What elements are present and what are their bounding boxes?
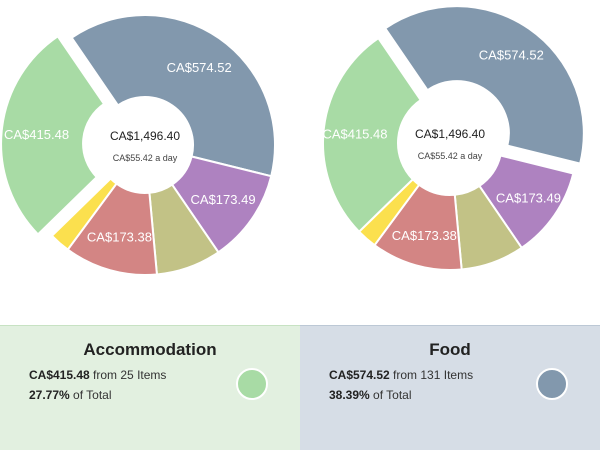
donut-slice-accommodation[interactable] xyxy=(322,36,423,234)
slice-label: CA$574.52 xyxy=(167,60,232,75)
panel-items-text: from 131 Items xyxy=(389,368,474,382)
slice-label: CA$173.38 xyxy=(87,230,152,245)
category-color-swatch xyxy=(236,368,268,400)
donut-chart-left[interactable]: CA$574.52 CA$173.49 CA$173.38 CA$415.48 CA$1… xyxy=(0,14,276,276)
donut-chart-right[interactable]: CA$574.52 CA$173.49 CA$173.38 CA$415.48 CA$1… xyxy=(322,5,585,271)
slice-label: CA$415.48 xyxy=(322,127,387,142)
center-per-day: CA$55.42 a day xyxy=(418,151,483,161)
donut-center xyxy=(98,98,192,192)
slice-label: CA$173.49 xyxy=(191,192,256,207)
donut-slice-food[interactable] xyxy=(383,5,585,165)
donut-slice-category-4[interactable] xyxy=(50,177,118,251)
panel-title: Accommodation xyxy=(83,340,217,359)
panel-amount: CA$415.48 xyxy=(29,368,90,382)
slice-label: CA$173.49 xyxy=(496,190,561,205)
donut-charts: CA$574.52 CA$173.49 CA$173.38 CA$415.48 CA$1… xyxy=(0,5,585,276)
panel-amount-line: CA$574.52 from 131 Items xyxy=(329,368,473,382)
category-color-swatch xyxy=(536,368,568,400)
slice-label: CA$574.52 xyxy=(479,48,544,63)
panel-amount-line: CA$415.48 from 25 Items xyxy=(29,368,166,382)
panel-amount: CA$574.52 xyxy=(329,368,390,382)
center-total: CA$1,496.40 xyxy=(415,127,485,141)
panel-percent: 27.77% xyxy=(29,388,70,402)
slice-label: CA$415.48 xyxy=(4,127,69,142)
panel-percent-text: of Total xyxy=(369,388,412,402)
slice-label: CA$173.38 xyxy=(392,228,457,243)
donut-slice-food[interactable] xyxy=(70,14,276,178)
panel-items-text: from 25 Items xyxy=(89,368,167,382)
donut-center xyxy=(399,92,501,194)
category-panel-accommodation[interactable]: Accommodation CA$415.48 from 25 Items 27… xyxy=(0,325,300,450)
panel-title: Food xyxy=(429,340,471,359)
center-per-day: CA$55.42 a day xyxy=(113,153,178,163)
panel-percent-text: of Total xyxy=(69,388,112,402)
panel-percent-line: 27.77% of Total xyxy=(29,388,112,402)
donut-slice-accommodation[interactable] xyxy=(0,34,106,236)
panel-percent-line: 38.39% of Total xyxy=(329,388,412,402)
category-panel-food[interactable]: Food CA$574.52 from 131 Items 38.39% of … xyxy=(300,325,600,450)
panel-percent: 38.39% xyxy=(329,388,370,402)
center-total: CA$1,496.40 xyxy=(110,129,180,143)
